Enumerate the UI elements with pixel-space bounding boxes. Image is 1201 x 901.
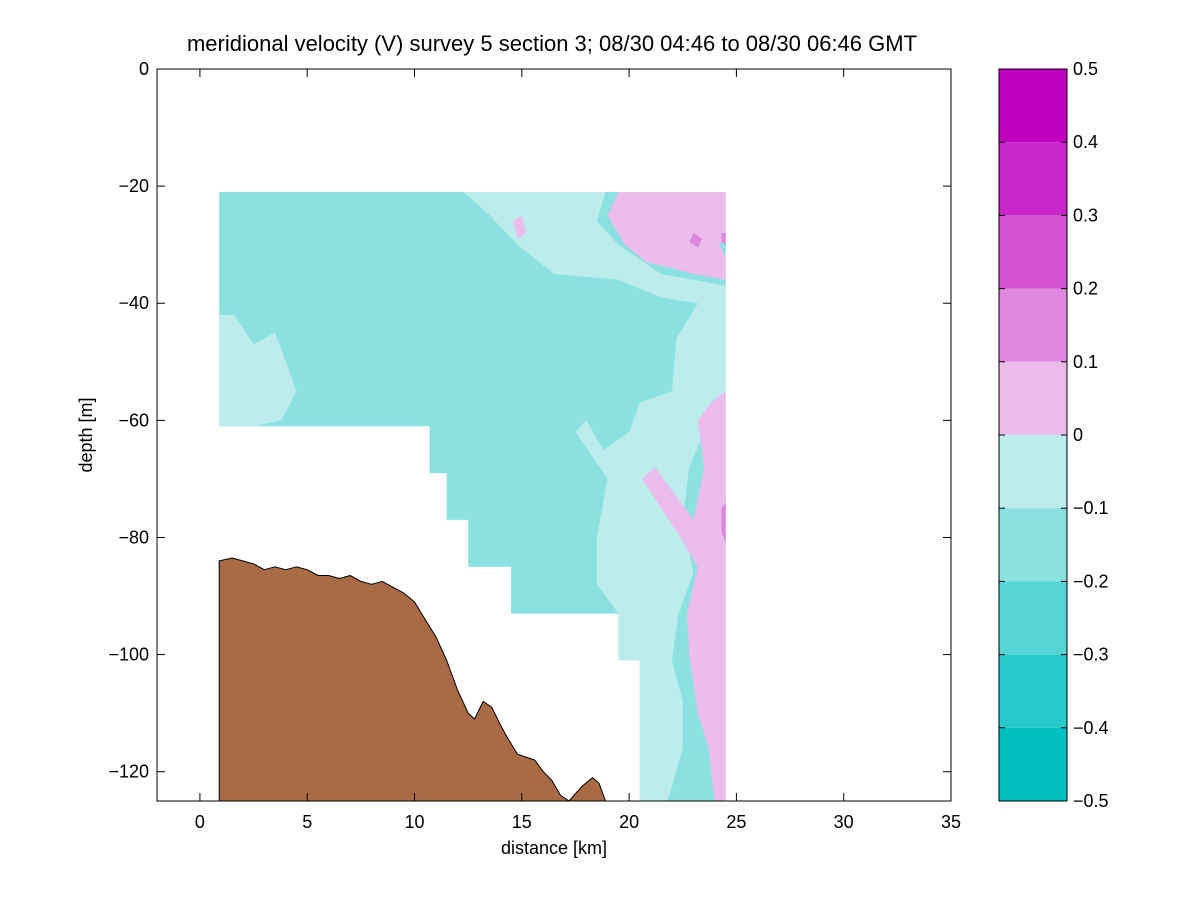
y-tick-label: −80: [118, 527, 149, 547]
y-tick-label: −100: [108, 645, 149, 665]
chart-title: meridional velocity (V) survey 5 section…: [187, 31, 917, 56]
x-tick-label: 20: [619, 812, 639, 832]
colorbar-swatch: [999, 727, 1067, 801]
contour-region-10: [642, 391, 726, 801]
colorbar-tick-label: 0.1: [1073, 352, 1098, 372]
colorbar-tick-label: −0.2: [1073, 571, 1109, 591]
y-tick-label: −60: [118, 410, 149, 430]
contour-region-13: [721, 502, 726, 544]
colorbar-tick-label: 0.2: [1073, 279, 1098, 299]
colorbar-swatch: [999, 508, 1067, 582]
velocity-envelope: [219, 192, 726, 801]
contour-region-11: [689, 233, 703, 248]
contour-region-9: [513, 215, 527, 239]
colorbar-tick-label: 0.3: [1073, 205, 1098, 225]
colorbar-swatch: [999, 435, 1067, 509]
colorbar-tick-label: −0.3: [1073, 645, 1109, 665]
colorbar-swatch: [999, 654, 1067, 728]
x-tick-label: 5: [302, 812, 312, 832]
contour-plot: 0 5 10 15 20 25 30 35 0 −20 −40 −60 −80 −100 −120: [108, 59, 961, 832]
contour-region-4: [575, 338, 604, 374]
y-axis-label: depth [m]: [76, 397, 96, 472]
contour-region-1: [219, 315, 297, 427]
colorbar-tick-label: −0.5: [1073, 791, 1109, 811]
colorbar-tick-label: 0.4: [1073, 132, 1098, 152]
seafloor-bathymetry: [218, 557, 606, 801]
axes-frame: [156, 68, 952, 802]
x-tick-label: 30: [834, 812, 854, 832]
contour-region-2: [339, 192, 533, 421]
x-axis-label: distance [km]: [501, 838, 607, 858]
colorbar-swatch: [999, 215, 1067, 289]
contour-region-6: [429, 426, 447, 474]
contour-region-3: [446, 285, 544, 362]
colorbar-tick-label: 0: [1073, 425, 1083, 445]
colorbar: 0.5 0.4 0.3 0.2 0.1 0 −0.1 −0.2 −0.3 −0.4 −0.5: [998, 59, 1109, 811]
contour-region-7: [463, 192, 726, 801]
colorbar-swatch: [999, 581, 1067, 655]
contour-region-8: [607, 192, 726, 280]
colorbar-tick-label: −0.4: [1073, 718, 1109, 738]
colorbar-swatch: [999, 142, 1067, 216]
contour-region-12: [721, 233, 726, 245]
y-tick-label: −40: [118, 293, 149, 313]
y-tick-label: −20: [118, 176, 149, 196]
colorbar-swatch: [999, 288, 1067, 362]
x-tick-label: 0: [195, 812, 205, 832]
x-tick-label: 25: [726, 812, 746, 832]
colorbar-swatch: [999, 361, 1067, 435]
colorbar-tick-label: −0.1: [1073, 498, 1109, 518]
x-tick-label: 10: [404, 812, 424, 832]
x-tick-label: 15: [512, 812, 532, 832]
colorbar-tick-label: 0.5: [1073, 59, 1098, 79]
y-tick-label: −120: [108, 762, 149, 782]
colorbar-swatch: [999, 69, 1067, 143]
y-tick-label: 0: [139, 59, 149, 79]
x-tick-label: 35: [941, 812, 961, 832]
contour-region-5: [624, 309, 651, 362]
